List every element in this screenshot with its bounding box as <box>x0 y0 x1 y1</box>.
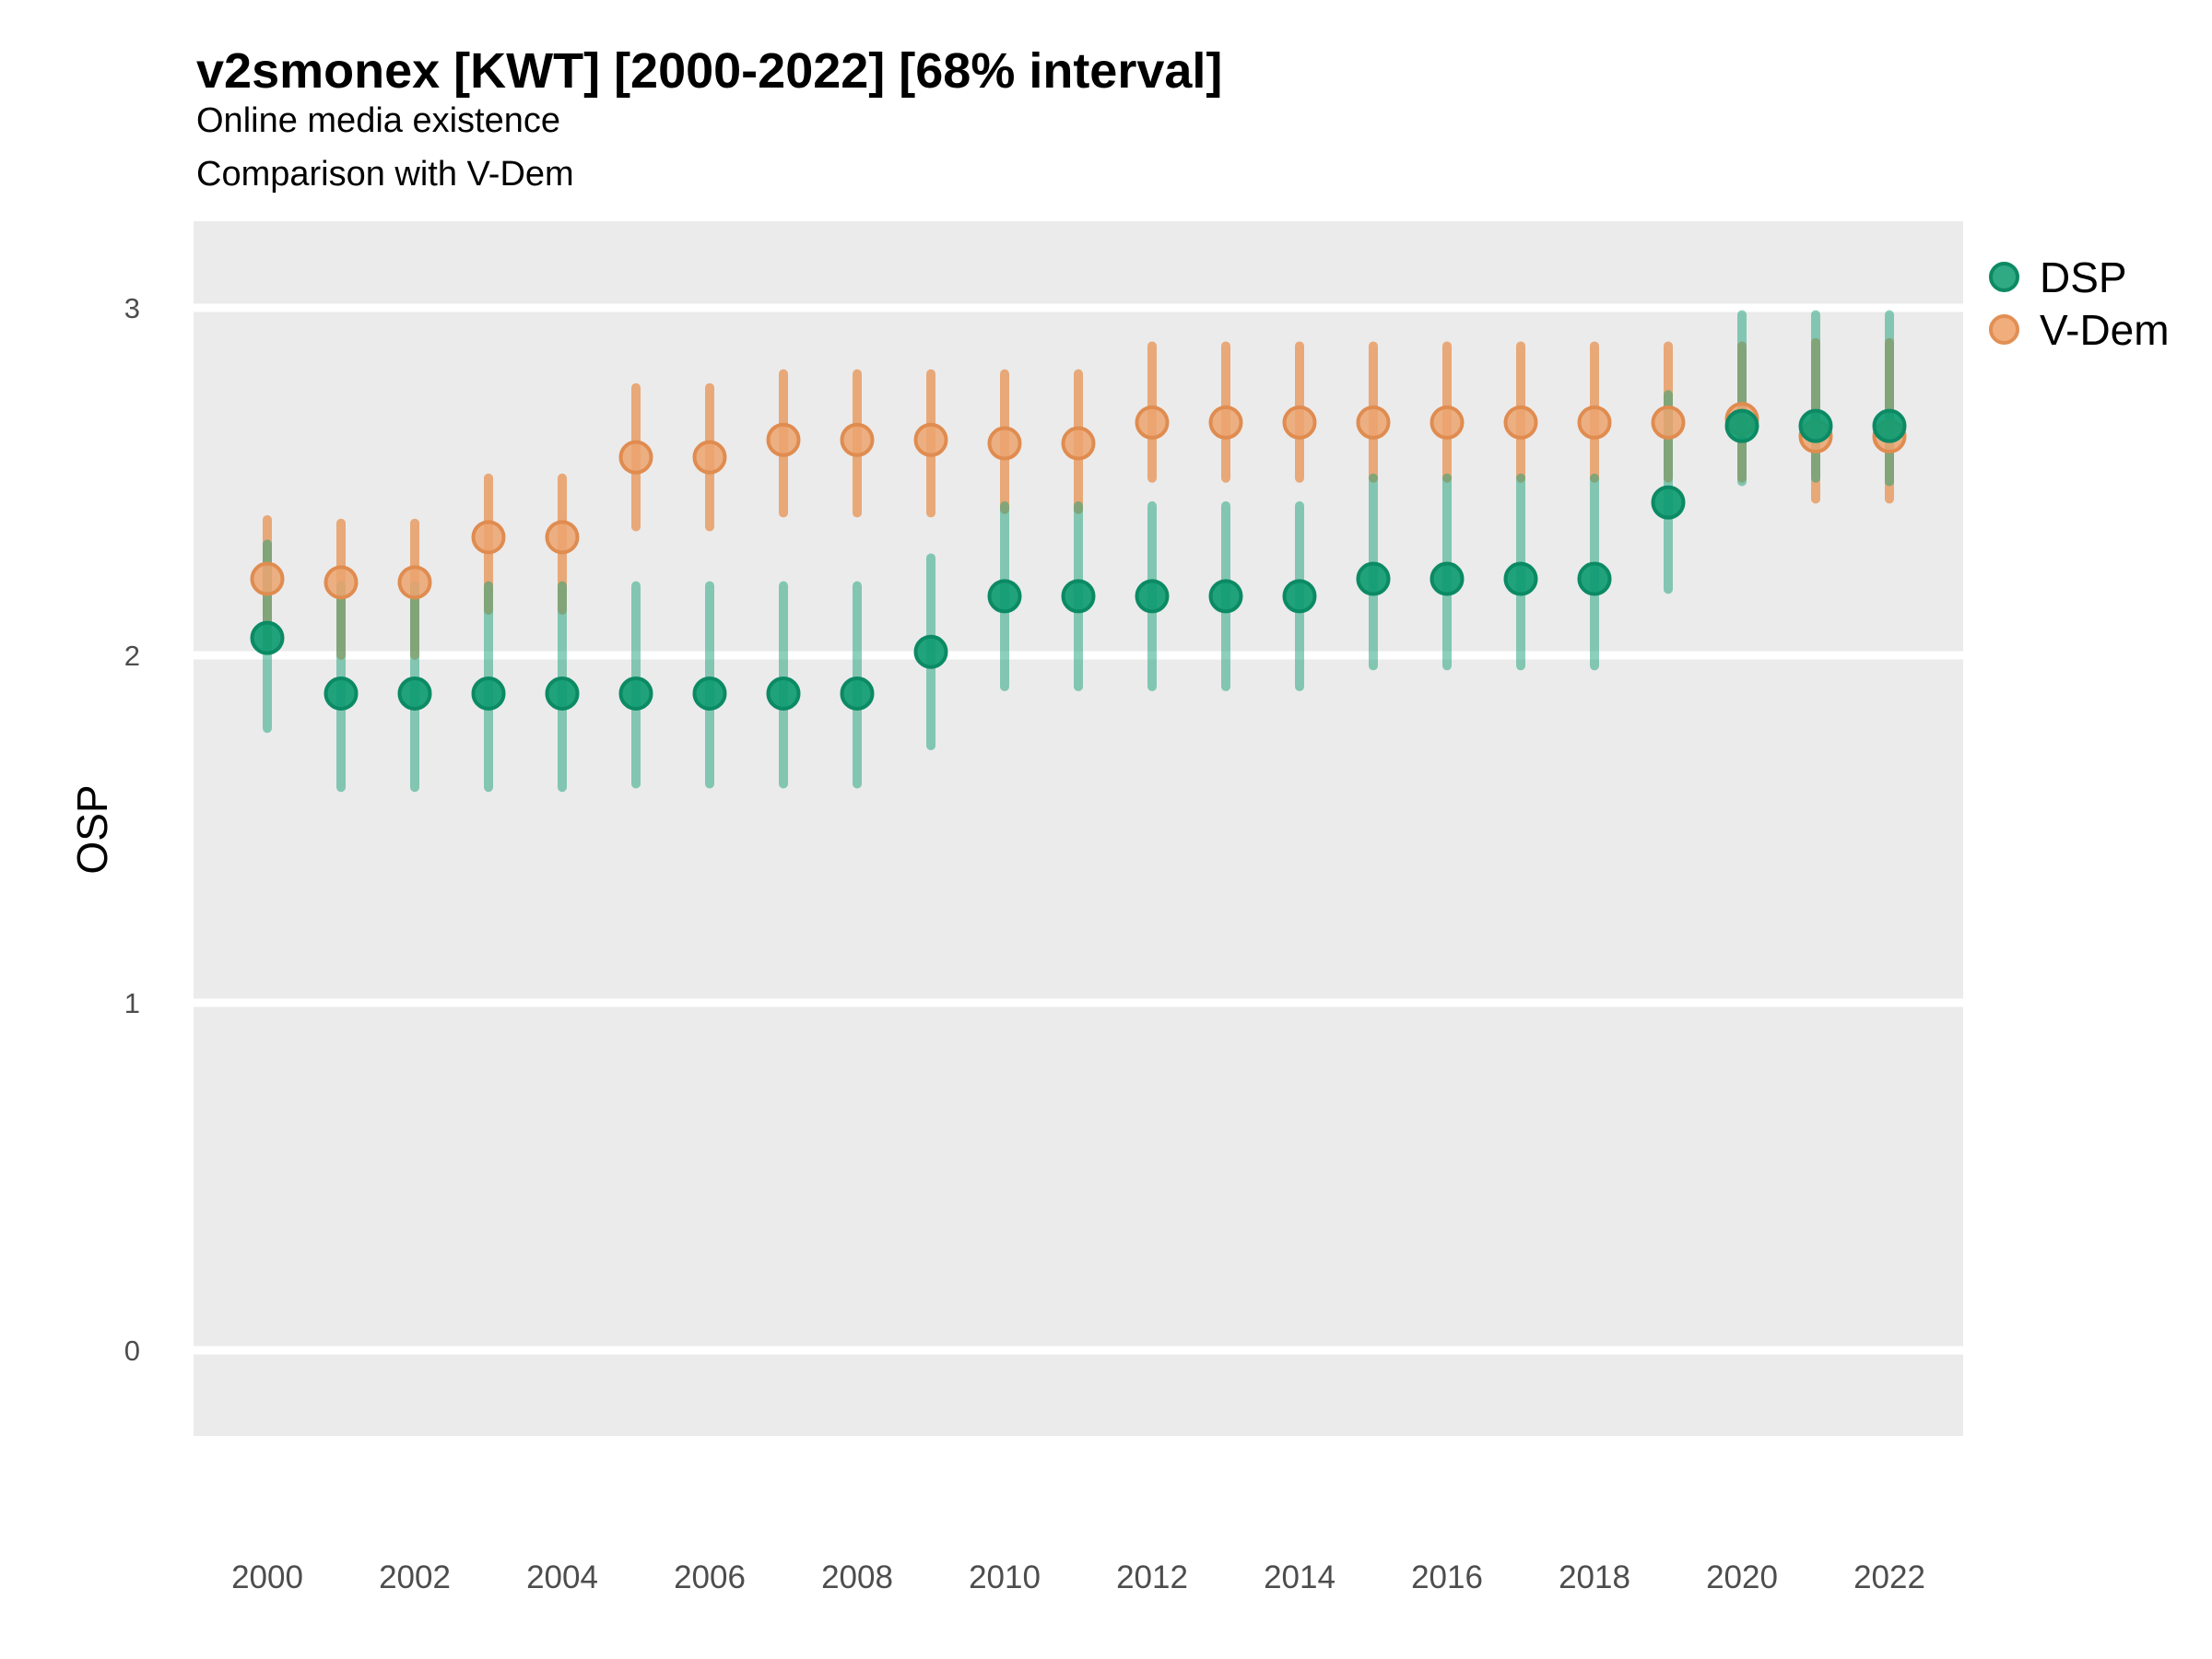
v-dem-data-point <box>1061 426 1096 461</box>
x-tick-label: 2022 <box>1853 1559 1925 1595</box>
dsp-data-point <box>1872 408 1907 443</box>
dsp-data-point <box>1282 579 1317 614</box>
x-tick-label: 2008 <box>821 1559 893 1595</box>
dsp-data-point <box>766 676 801 711</box>
dsp-data-point <box>250 620 285 655</box>
chart-subtitle-1: Online media existence <box>196 101 560 140</box>
v-dem-data-point <box>324 565 359 600</box>
dsp-data-point <box>840 676 875 711</box>
v-dem-data-point <box>1208 405 1243 440</box>
v-dem-data-point <box>397 565 432 600</box>
v-dem-data-point <box>1577 405 1612 440</box>
x-tick-label: 2002 <box>379 1559 451 1595</box>
x-tick-label: 2012 <box>1116 1559 1188 1595</box>
dsp-data-point <box>1798 408 1833 443</box>
x-tick-label: 2004 <box>526 1559 598 1595</box>
y-tick-label: 2 <box>124 640 140 672</box>
dsp-data-point <box>324 676 359 711</box>
v-dem-data-point <box>1282 405 1317 440</box>
v-dem-data-point <box>545 520 580 555</box>
x-tick-label: 2016 <box>1411 1559 1483 1595</box>
dsp-data-point <box>471 676 506 711</box>
v-dem-data-point <box>1503 405 1538 440</box>
v-dem-data-point <box>692 440 727 475</box>
dsp-legend-marker-icon <box>1989 262 2019 292</box>
v-dem-data-point <box>987 426 1022 461</box>
v-dem-data-point <box>1135 405 1170 440</box>
dsp-data-point <box>1503 561 1538 596</box>
dsp-data-point <box>1577 561 1612 596</box>
y-tick-label: 1 <box>124 987 140 1019</box>
y-axis-title: OSP <box>68 784 116 875</box>
v-dem-data-point <box>766 422 801 457</box>
vdem-legend-marker-icon <box>1989 314 2019 345</box>
chart-title: v2smonex [KWT] [2000-2022] [68% interval… <box>196 43 1223 99</box>
dsp-data-point <box>545 676 580 711</box>
x-tick-label: 2010 <box>969 1559 1041 1595</box>
dsp-data-point <box>397 676 432 711</box>
v-dem-data-point <box>1356 405 1391 440</box>
legend: DSP V-Dem <box>1989 251 2170 356</box>
dsp-data-point <box>1724 408 1759 443</box>
dsp-data-point <box>692 676 727 711</box>
dsp-data-point <box>1061 579 1096 614</box>
x-tick-label: 2006 <box>674 1559 746 1595</box>
v-dem-data-point <box>618 440 653 475</box>
x-tick-label: 2000 <box>231 1559 303 1595</box>
dsp-data-point <box>1208 579 1243 614</box>
v-dem-data-point <box>1430 405 1465 440</box>
chart-subtitle-2: Comparison with V-Dem <box>196 155 574 194</box>
legend-label-vdem: V-Dem <box>2040 305 2170 354</box>
dsp-data-point <box>1430 561 1465 596</box>
y-tick-label: 0 <box>124 1335 140 1367</box>
dsp-data-point <box>913 634 948 669</box>
x-tick-label: 2020 <box>1706 1559 1778 1595</box>
y-tick-label: 3 <box>124 292 140 324</box>
dsp-data-point <box>1651 485 1686 520</box>
x-tick-label: 2018 <box>1559 1559 1630 1595</box>
dsp-data-point <box>618 676 653 711</box>
dsp-data-point <box>1135 579 1170 614</box>
x-tick-label: 2014 <box>1264 1559 1335 1595</box>
gridline-y-1 <box>194 998 1963 1007</box>
gridline-y-3 <box>194 303 1963 312</box>
legend-label-dsp: DSP <box>2040 253 2127 301</box>
v-dem-data-point <box>1651 405 1686 440</box>
v-dem-data-point <box>840 422 875 457</box>
dsp-data-point <box>1356 561 1391 596</box>
gridline-y-0 <box>194 1346 1963 1355</box>
v-dem-data-point <box>471 520 506 555</box>
legend-item-vdem: V-Dem <box>1989 303 2170 356</box>
legend-item-dsp: DSP <box>1989 251 2170 303</box>
v-dem-data-point <box>250 561 285 596</box>
dsp-data-point <box>987 579 1022 614</box>
v-dem-data-point <box>913 422 948 457</box>
